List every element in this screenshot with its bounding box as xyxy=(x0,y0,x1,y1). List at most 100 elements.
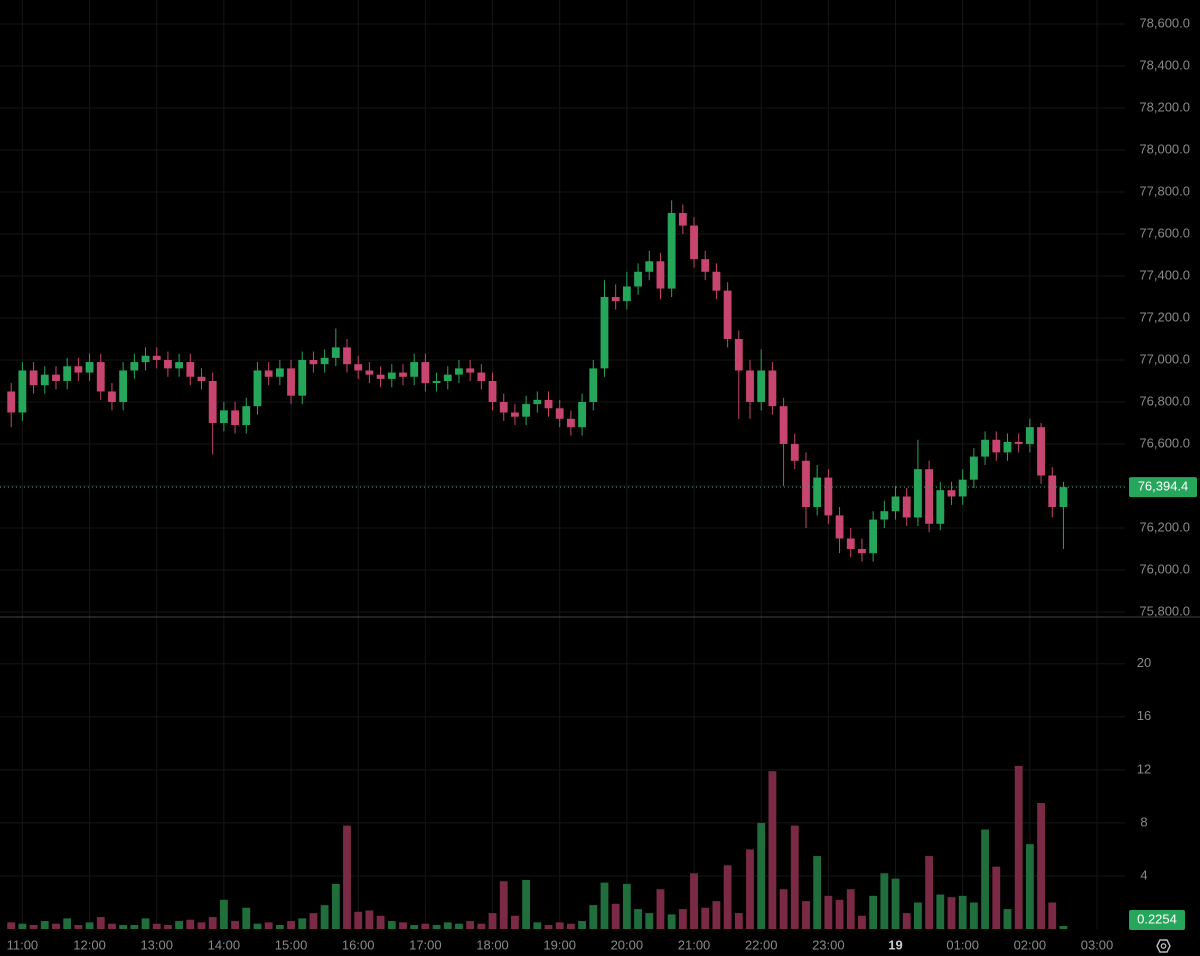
candle-body xyxy=(757,370,766,402)
grid xyxy=(0,0,1125,929)
y-tick-label: 77,600.0 xyxy=(1139,225,1190,240)
y-tick-label: 76,800.0 xyxy=(1139,393,1190,408)
volume-bar xyxy=(824,895,833,929)
volume-bar xyxy=(981,829,989,929)
volume-bar xyxy=(287,921,295,929)
volume-bar xyxy=(208,917,217,929)
candle-body xyxy=(40,374,49,386)
x-tick-label: 19:00 xyxy=(543,937,576,952)
volume-bar xyxy=(913,902,922,929)
volume-bar xyxy=(141,918,150,929)
candle-body xyxy=(746,370,754,402)
candle-body xyxy=(141,355,150,363)
volume-bar xyxy=(488,913,497,929)
volume-bar xyxy=(723,865,732,929)
volume-bar xyxy=(466,921,475,929)
candle-body xyxy=(869,519,878,554)
volume-bar xyxy=(186,919,195,929)
candle-body xyxy=(947,490,956,497)
x-tick-label: 15:00 xyxy=(275,937,308,952)
last-volume-label: 0.2254 xyxy=(1137,911,1177,926)
volume-bar xyxy=(197,922,206,929)
volume-bar xyxy=(645,913,654,929)
volume-bar xyxy=(622,883,631,929)
x-tick-label: 13:00 xyxy=(140,937,173,952)
candle-body xyxy=(712,271,721,291)
x-tick-label: 22:00 xyxy=(745,937,778,952)
candle-body xyxy=(667,212,676,289)
candle-body xyxy=(499,401,508,413)
x-tick-label: 14:00 xyxy=(208,937,241,952)
candle-body xyxy=(1037,427,1045,476)
candle-body xyxy=(85,362,94,373)
candle-body xyxy=(511,412,519,417)
candle-body xyxy=(320,357,329,365)
y-tick-label: 76,200.0 xyxy=(1139,519,1190,534)
candle-body xyxy=(533,399,542,405)
y-tick-label: 75,800.0 xyxy=(1139,603,1190,618)
candle-body xyxy=(802,460,810,507)
candle-body xyxy=(555,408,564,419)
candle-body xyxy=(152,355,161,360)
candle-body xyxy=(18,370,27,413)
candle-body xyxy=(443,374,452,381)
volume-bar xyxy=(387,921,396,929)
candle-body xyxy=(343,347,351,365)
candle-body xyxy=(600,296,609,369)
volume-bar xyxy=(925,856,934,929)
candle-body xyxy=(723,290,732,339)
candle-body xyxy=(891,496,900,512)
settings-icon-center[interactable] xyxy=(1160,943,1167,949)
volume-bar xyxy=(376,915,385,929)
volume-bar xyxy=(936,894,945,929)
volume-tick-label: 20 xyxy=(1137,655,1151,670)
x-tick-label: 23:00 xyxy=(812,937,845,952)
volume-bar xyxy=(891,878,900,929)
candle-body xyxy=(354,364,363,371)
volume-bar xyxy=(421,923,430,929)
volume-tick-label: 16 xyxy=(1137,708,1151,723)
last-volume-badge xyxy=(1129,910,1185,930)
candle-body xyxy=(1048,475,1057,507)
settings-icon[interactable] xyxy=(1156,939,1171,953)
candle-body xyxy=(96,362,105,392)
settings-button[interactable] xyxy=(1156,939,1171,953)
volume-bar xyxy=(275,925,284,929)
volume-bar xyxy=(499,881,508,929)
candle-body xyxy=(902,496,911,518)
x-tick-label: 03:00 xyxy=(1081,937,1114,952)
volume-bar xyxy=(544,925,553,929)
candle-body xyxy=(242,406,251,426)
candle-body xyxy=(7,391,16,413)
candle-body xyxy=(634,271,642,287)
y-tick-label: 76,600.0 xyxy=(1139,435,1190,450)
volume-bar xyxy=(63,918,72,929)
candle-body xyxy=(1059,487,1068,507)
candle-body xyxy=(264,370,273,377)
volume-bar xyxy=(1014,765,1023,929)
candle-body xyxy=(734,338,743,371)
volume-bar xyxy=(399,922,407,929)
candle-body xyxy=(208,380,217,423)
candle-body xyxy=(309,359,318,365)
volume-bar xyxy=(29,925,38,929)
volume-bar xyxy=(555,922,564,929)
candle-body xyxy=(231,410,239,426)
candle-body xyxy=(365,370,374,375)
candle-body xyxy=(936,490,945,524)
volume-bar xyxy=(1025,844,1034,929)
volume-bar xyxy=(130,925,139,929)
volume-bar xyxy=(947,897,956,929)
candle-body xyxy=(611,296,620,302)
candle-body xyxy=(846,538,855,549)
volume-bar xyxy=(779,889,788,929)
candle-body xyxy=(1003,441,1012,453)
volume-bar xyxy=(746,849,754,929)
candle-body xyxy=(925,469,934,524)
candle-body xyxy=(622,286,631,302)
volume-bar xyxy=(96,917,105,929)
candle-body xyxy=(108,391,116,402)
